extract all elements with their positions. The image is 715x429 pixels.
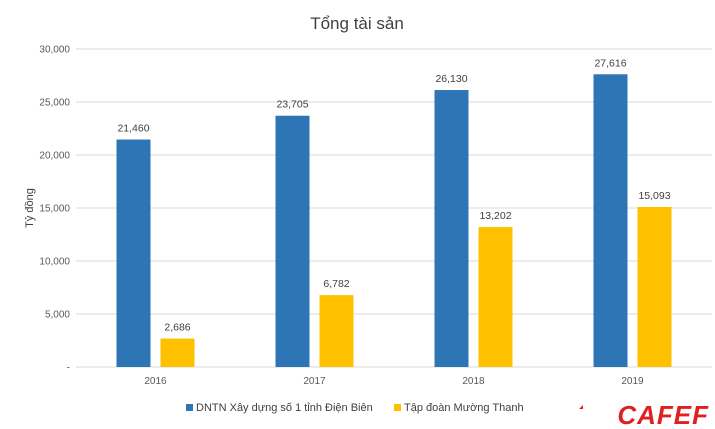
legend: DNTN Xây dựng số 1 tỉnh Điện Biên Tập đo… xyxy=(186,402,524,414)
bar xyxy=(319,295,354,367)
x-tick-label: 2016 xyxy=(144,376,167,387)
data-label: 13,202 xyxy=(479,210,511,222)
x-tick-label: 2018 xyxy=(462,376,485,387)
gridlines xyxy=(76,48,712,368)
y-tick-label: 5,000 xyxy=(45,310,70,321)
legend-label-series-1: DNTN Xây dựng số 1 tỉnh Điện Biên xyxy=(196,402,373,414)
data-label: 23,705 xyxy=(276,99,308,111)
data-label: 15,093 xyxy=(638,190,670,202)
bars: 21,460 2,686 23,705 6,782 26,130 13,202 27,616… xyxy=(116,57,672,368)
data-label: 27,616 xyxy=(594,57,626,69)
bar xyxy=(478,227,513,367)
y-tick-label: 10,000 xyxy=(39,257,70,268)
bar xyxy=(275,115,310,368)
bar xyxy=(116,139,151,367)
bar xyxy=(160,338,195,367)
y-axis-label: Tỷ đồng xyxy=(24,188,36,228)
y-tick-label: 15,000 xyxy=(39,204,70,215)
legend-swatch-series-2 xyxy=(394,404,401,411)
data-label: 21,460 xyxy=(117,123,149,135)
legend-label-series-2: Tập đoàn Mường Thanh xyxy=(404,402,524,414)
cafef-logo: CAFEF xyxy=(579,401,709,427)
x-tick-label: 2019 xyxy=(621,376,644,387)
bar xyxy=(593,74,628,368)
x-tick-label: 2017 xyxy=(303,376,326,387)
legend-swatch-series-1 xyxy=(186,404,193,411)
chart-title: Tổng tài sản xyxy=(310,14,404,33)
y-tick-label: 25,000 xyxy=(39,98,70,109)
bar xyxy=(434,90,469,367)
x-axis-ticks: 2016 2017 2018 2019 xyxy=(144,376,644,387)
y-tick-label: 20,000 xyxy=(39,151,70,162)
bar xyxy=(637,207,672,367)
y-axis-ticks: - 5,000 10,000 15,000 20,000 25,000 30,000 xyxy=(39,45,70,374)
data-label: 26,130 xyxy=(435,73,467,85)
cafef-logo-text: CAFEF xyxy=(617,401,709,427)
data-label: 6,782 xyxy=(323,278,349,290)
y-tick-label: 30,000 xyxy=(39,45,70,56)
data-label: 2,686 xyxy=(164,322,190,334)
y-tick-label: - xyxy=(67,363,70,374)
